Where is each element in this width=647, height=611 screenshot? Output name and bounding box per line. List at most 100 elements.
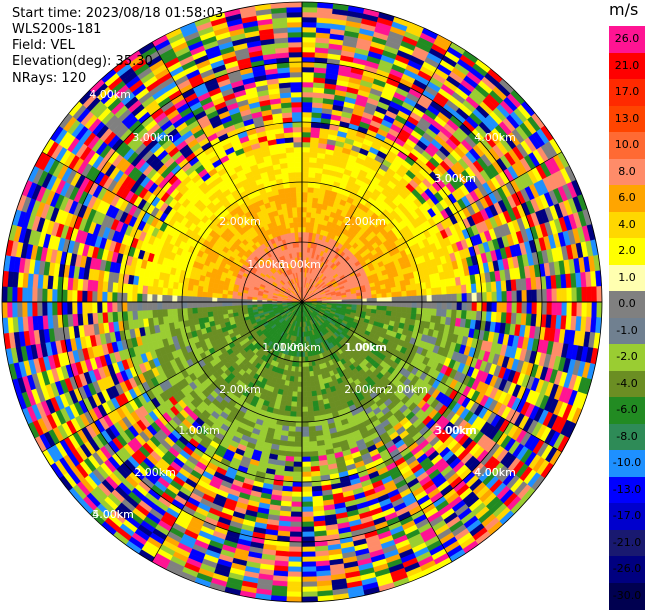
velocity-gate: [557, 302, 562, 316]
velocity-gate: [290, 416, 297, 421]
velocity-gate: [466, 284, 472, 293]
velocity-gate: [298, 367, 302, 372]
velocity-gate: [477, 302, 482, 311]
velocity-gate: [417, 302, 422, 308]
velocity-gate: [309, 431, 316, 437]
velocity-gate: [291, 406, 297, 411]
velocity-gate: [302, 382, 306, 387]
velocity-gate: [310, 137, 319, 143]
velocity-gate: [362, 299, 367, 302]
velocity-gate: [291, 517, 303, 522]
velocity-gate: [311, 391, 317, 397]
velocity-gate: [372, 294, 377, 298]
velocity-gate: [587, 287, 592, 302]
velocity-gate: [592, 287, 597, 302]
velocity-gate: [441, 287, 447, 295]
velocity-gate: [367, 295, 372, 299]
velocity-gate: [577, 302, 582, 317]
velocity-gate: [287, 441, 295, 447]
velocity-gate: [302, 112, 312, 117]
velocity-gate: [302, 137, 311, 142]
velocity-gate: [507, 302, 512, 313]
velocity-gate: [302, 492, 312, 497]
velocity-gate: [302, 517, 314, 522]
velocity-gate: [447, 294, 452, 302]
velocity-gate: [286, 396, 292, 402]
velocity-gate: [311, 132, 320, 138]
velocity-gate: [302, 122, 311, 127]
velocity-gate: [386, 288, 392, 293]
velocity-gate: [462, 302, 467, 311]
velocity-gate: [302, 422, 309, 427]
velocity-gate: [387, 302, 392, 307]
velocity-gate: [293, 477, 302, 482]
velocity-gate: [306, 377, 311, 382]
velocity-gate: [417, 296, 422, 302]
velocity-gate: [302, 537, 315, 542]
velocity-gate: [309, 366, 313, 371]
velocity-gate: [289, 552, 302, 557]
velocity-gate: [287, 592, 302, 597]
velocity-gate: [302, 232, 306, 237]
velocity-gate: [302, 197, 308, 202]
velocity-gate: [401, 286, 407, 292]
velocity-gate: [299, 362, 302, 367]
velocity-gate: [302, 402, 308, 407]
velocity-gate: [537, 302, 542, 315]
velocity-gate: [292, 487, 302, 492]
velocity-gate: [302, 387, 307, 392]
velocity-gate: [286, 446, 294, 452]
velocity-gate: [302, 567, 316, 572]
velocity-gate: [377, 298, 382, 302]
velocity-gate: [306, 382, 311, 387]
velocity-gate: [302, 457, 310, 462]
velocity-gate: [306, 217, 311, 222]
velocity-gate: [309, 157, 317, 163]
velocity-gate: [537, 289, 542, 302]
velocity-gate: [382, 293, 387, 298]
velocity-gate: [407, 302, 412, 308]
velocity-gate: [452, 294, 457, 302]
velocity-gate: [542, 302, 547, 315]
velocity-gate: [291, 402, 297, 407]
velocity-gate: [302, 37, 316, 42]
velocity-gate: [310, 461, 319, 467]
velocity-gate: [297, 402, 303, 407]
velocity-gate: [302, 527, 314, 532]
velocity-gate: [307, 397, 313, 402]
velocity-gate: [572, 288, 577, 302]
velocity-gate: [302, 507, 313, 512]
velocity-gate: [427, 302, 432, 309]
velocity-gate: [289, 547, 302, 552]
velocity-gate: [305, 357, 308, 362]
velocity-gate: [308, 406, 314, 411]
velocity-gate: [431, 309, 437, 316]
velocity-gate: [302, 107, 312, 112]
velocity-gate: [502, 302, 507, 313]
velocity-gate: [310, 142, 319, 148]
velocity-gate: [461, 285, 467, 294]
velocity-gate: [302, 502, 313, 507]
velocity-gate: [302, 47, 315, 52]
velocity-gate: [467, 302, 472, 311]
velocity-gate: [287, 577, 302, 582]
velocity-gate: [293, 472, 302, 477]
velocity-gate: [597, 286, 602, 302]
velocity-gate: [462, 293, 467, 302]
velocity-gate: [309, 162, 317, 168]
velocity-gate: [406, 291, 411, 297]
velocity-gate: [302, 57, 315, 62]
velocity-gate: [293, 382, 298, 387]
velocity-gate: [302, 432, 309, 437]
velocity-gate: [302, 212, 307, 217]
velocity-gate: [289, 542, 302, 547]
velocity-gate: [308, 187, 314, 192]
velocity-gate: [302, 217, 306, 222]
velocity-gate: [452, 302, 457, 310]
velocity-gate: [447, 302, 452, 310]
velocity-gate: [302, 547, 315, 552]
velocity-gate: [302, 582, 317, 587]
velocity-gate: [293, 467, 302, 472]
velocity-gate: [477, 293, 482, 302]
